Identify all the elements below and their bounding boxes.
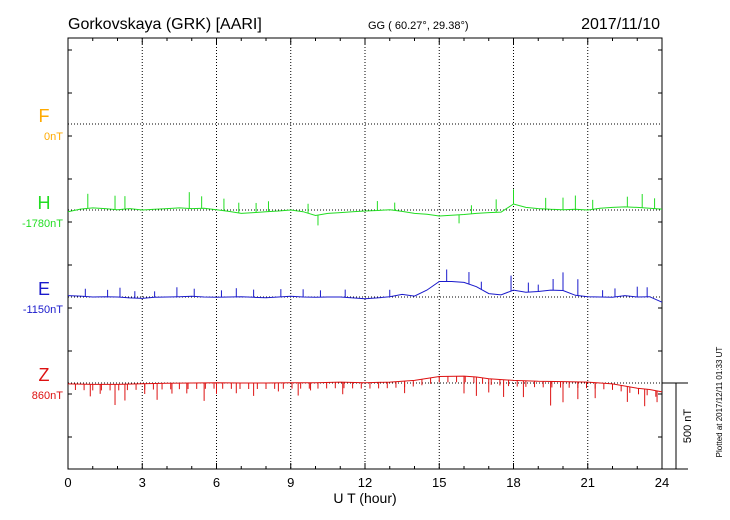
series-label-h: H [38, 193, 51, 213]
x-tick-label: 12 [358, 475, 372, 490]
scale-bar: 500 nT [662, 382, 694, 470]
x-tick-label: 0 [64, 475, 71, 490]
baseline-value-f: 0nT [44, 131, 63, 143]
coordinates-label: GG ( 60.27°, 29.38°) [368, 20, 469, 32]
x-tick-label: 6 [213, 475, 220, 490]
x-tick-label: 24 [655, 475, 669, 490]
series-line-e [67, 281, 663, 303]
series-line-z [67, 375, 663, 393]
x-tick-label: 9 [287, 475, 294, 490]
series-label-f: F [39, 106, 50, 126]
baseline-value-z: 860nT [32, 390, 63, 402]
station-title: Gorkovskaya (GRK) [AARI] [68, 16, 262, 33]
x-tick-label: 18 [506, 475, 520, 490]
plotted-timestamp: Plotted at 2017/12/11 01:33 UT [715, 347, 724, 458]
date-label: 2017/11/10 [581, 16, 660, 33]
scale-bar-label: 500 nT [682, 409, 694, 444]
x-tick-label: 3 [139, 475, 146, 490]
x-tick-label: 21 [581, 475, 595, 490]
baseline-value-e: -1150nT [23, 304, 63, 316]
series-label-e: E [38, 279, 50, 299]
series-label-z: Z [39, 365, 50, 385]
series-line-h [67, 203, 663, 217]
baseline-value-h: -1780nT [22, 218, 63, 230]
x-axis-label: U T (hour) [333, 490, 396, 506]
x-tick-label: 15 [432, 475, 446, 490]
